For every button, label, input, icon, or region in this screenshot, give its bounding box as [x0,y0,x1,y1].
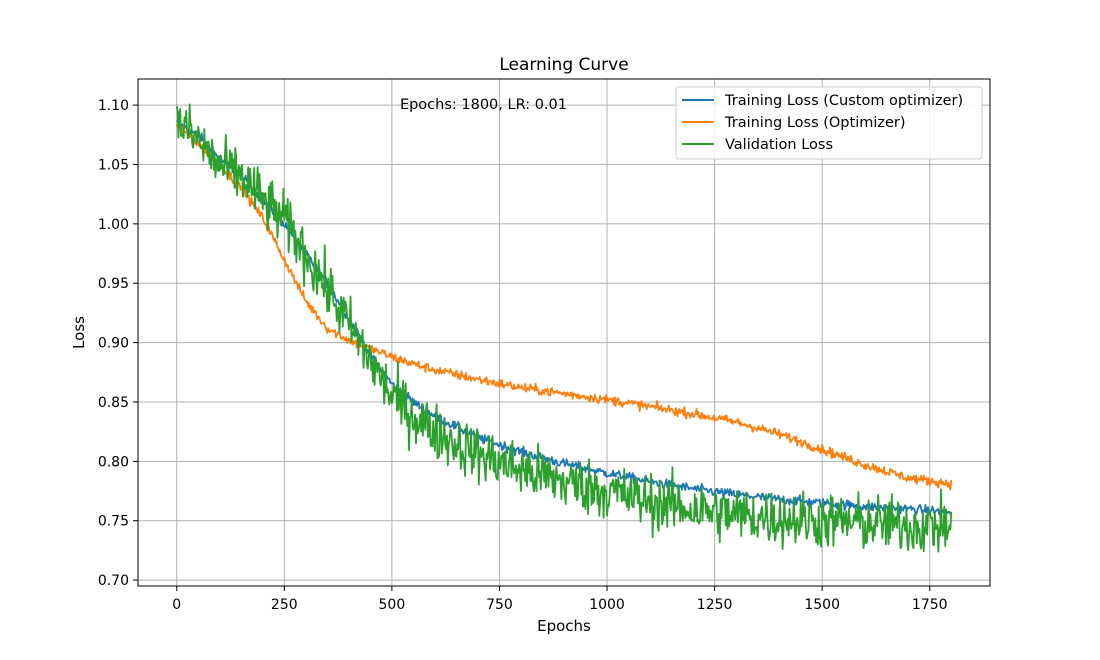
y-tick-label: 0.90 [98,336,129,352]
x-axis-ticks: 0 250 500 750 1000 1250 1500 1750 [172,586,948,613]
x-tick-label: 750 [486,597,513,613]
chart-title: Learning Curve [499,55,628,75]
legend-box [675,86,983,160]
y-tick-label: 0.95 [98,276,129,292]
legend-label-0: Training Loss (Custom optimizer) [724,93,963,109]
x-axis-label: Epochs [537,617,591,635]
y-tick-label: 0.70 [98,573,129,589]
series-layer [175,103,953,553]
legend-label-2: Validation Loss [725,137,833,153]
y-axis-ticks: 0.70 0.75 0.80 0.85 0.90 0.95 1.00 1.05 1.10 [98,98,138,589]
y-tick-label: 1.05 [98,157,129,173]
plot-frame [137,78,991,587]
x-tick-label: 0 [172,597,181,613]
y-tick-label: 1.00 [98,217,129,233]
x-tick-label: 250 [271,597,298,613]
series-line-1 [175,123,953,491]
x-tick-label: 1250 [697,597,733,613]
y-tick-label: 0.75 [98,514,129,530]
y-axis-label: Loss [70,316,88,349]
series-line-2 [175,103,953,553]
x-tick-label: 1750 [912,597,948,613]
y-tick-label: 0.85 [98,395,129,411]
x-tick-label: 1000 [589,597,625,613]
y-tick-label: 1.10 [98,98,129,114]
legend: Training Loss (Custom optimizer) Training… [675,86,983,160]
x-tick-label: 500 [379,597,406,613]
x-tick-label: 1500 [804,597,840,613]
y-tick-label: 0.80 [98,454,129,470]
legend-label-1: Training Loss (Optimizer) [724,115,906,131]
epochs-lr-annotation: Epochs: 1800, LR: 0.01 [400,97,567,113]
